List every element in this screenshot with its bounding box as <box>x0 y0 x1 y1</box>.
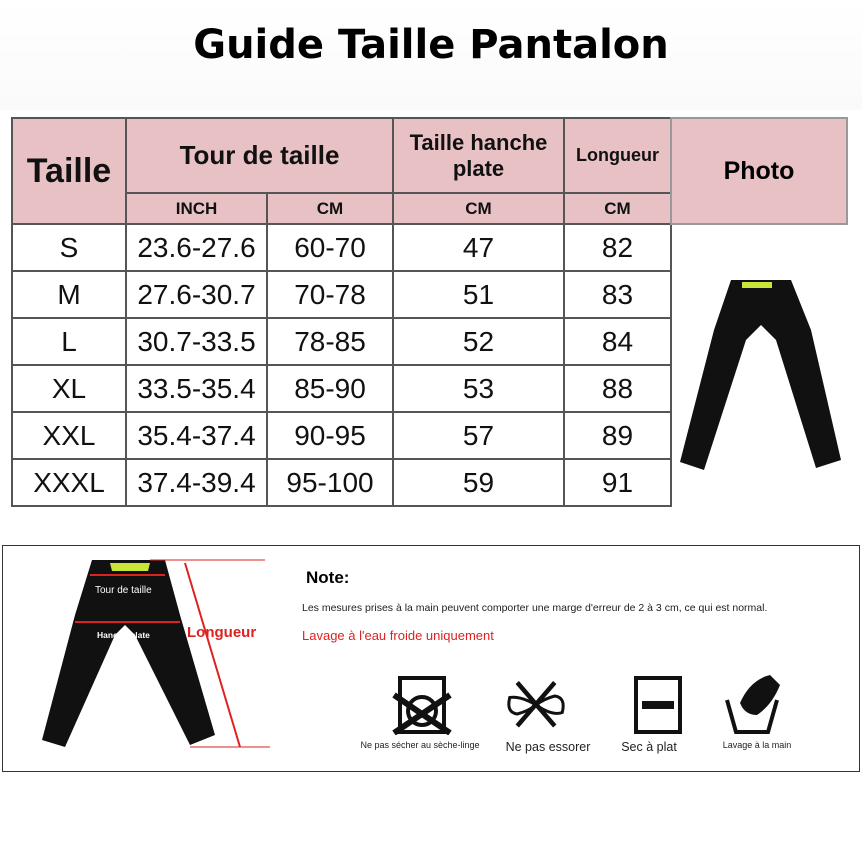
cell-size: M <box>11 270 127 319</box>
no-wring-icon <box>507 681 565 728</box>
cell-length: 83 <box>563 270 672 319</box>
cell-hip: 51 <box>392 270 565 319</box>
cell-hip: 52 <box>392 317 565 366</box>
cell-cm: 95-100 <box>266 458 394 507</box>
cell-size: L <box>11 317 127 366</box>
pants-photo <box>680 280 841 470</box>
header-photo: Photo <box>670 117 848 225</box>
cell-inch: 30.7-33.5 <box>125 317 268 366</box>
no-tumble-dry-icon <box>392 676 452 735</box>
cell-cm: 70-78 <box>266 270 394 319</box>
title-band <box>0 0 862 110</box>
cell-hip: 57 <box>392 411 565 460</box>
cell-length: 84 <box>563 317 672 366</box>
cell-cm: 85-90 <box>266 364 394 413</box>
header-cm: CM <box>266 192 394 225</box>
cell-inch: 33.5-35.4 <box>125 364 268 413</box>
care-label: Ne pas essorer <box>505 740 591 754</box>
header-length-cm: CM <box>563 192 672 225</box>
care-label: Lavage à la main <box>722 740 792 750</box>
table-row: XXXL 37.4-39.4 95-100 59 91 <box>11 458 672 507</box>
cell-cm: 78-85 <box>266 317 394 366</box>
table-row: S 23.6-27.6 60-70 47 82 <box>11 223 672 272</box>
hip-label: Hanche plate <box>97 630 150 640</box>
length-label: Longueur <box>187 624 257 641</box>
cell-size: XXXL <box>11 458 127 507</box>
cell-length: 89 <box>563 411 672 460</box>
cell-size: XL <box>11 364 127 413</box>
cell-cm: 60-70 <box>266 223 394 272</box>
dry-flat-icon <box>634 676 682 734</box>
cell-hip: 47 <box>392 223 565 272</box>
hand-wash-icon <box>725 675 780 734</box>
table-row: XL 33.5-35.4 85-90 53 88 <box>11 364 672 413</box>
size-table: Taille Tour de taille Taille hanche plat… <box>11 117 672 507</box>
header-length: Longueur <box>563 117 672 194</box>
cell-size: XXL <box>11 411 127 460</box>
note-title: Note: <box>306 568 350 587</box>
cell-inch: 35.4-37.4 <box>125 411 268 460</box>
cell-inch: 37.4-39.4 <box>125 458 268 507</box>
cell-length: 82 <box>563 223 672 272</box>
info-box <box>2 545 860 772</box>
header-size: Taille <box>11 117 127 225</box>
table-row: XXL 35.4-37.4 90-95 57 89 <box>11 411 672 460</box>
page-title: Guide Taille Pantalon <box>193 22 669 68</box>
table-row: M 27.6-30.7 70-78 51 83 <box>11 270 672 319</box>
cell-hip: 53 <box>392 364 565 413</box>
cell-length: 88 <box>563 364 672 413</box>
wash-instruction: Lavage à l'eau froide uniquement <box>302 628 494 643</box>
cell-hip: 59 <box>392 458 565 507</box>
measurement-diagram <box>42 559 270 748</box>
cell-inch: 27.6-30.7 <box>125 270 268 319</box>
header-inch: INCH <box>125 192 268 225</box>
header-hip-cm: CM <box>392 192 565 225</box>
table-row: L 30.7-33.5 78-85 52 84 <box>11 317 672 366</box>
cell-inch: 23.6-27.6 <box>125 223 268 272</box>
cell-size: S <box>11 223 127 272</box>
cell-cm: 90-95 <box>266 411 394 460</box>
waist-label: Tour de taille <box>95 585 152 596</box>
cell-length: 91 <box>563 458 672 507</box>
header-waist: Tour de taille <box>125 117 394 194</box>
note-text: Les mesures prises à la main peuvent com… <box>302 602 768 614</box>
care-label: Sec à plat <box>621 740 677 754</box>
header-hip: Taille hanche plate <box>392 117 565 194</box>
care-label: Ne pas sécher au sèche-linge <box>360 740 480 750</box>
